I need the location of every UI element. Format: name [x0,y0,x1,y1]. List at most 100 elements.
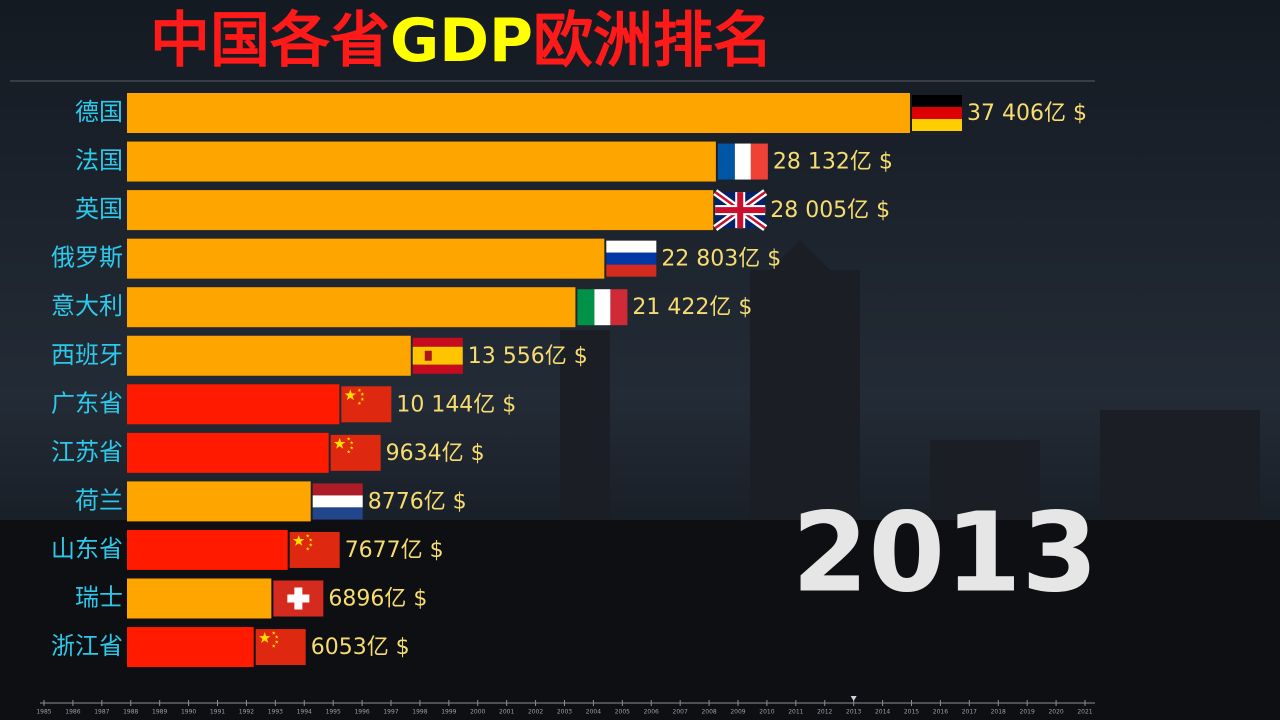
flag-part [717,143,735,180]
flag [289,531,340,568]
flag-part [357,388,362,392]
flag-part [349,440,354,445]
flag [255,629,306,666]
flag [577,289,628,326]
timeline-label: 2001 [499,709,514,716]
timeline-label: 1988 [123,709,138,716]
timeline-label: 1993 [268,709,283,716]
timeline-label: 2018 [991,709,1006,716]
timeline-label: 1997 [383,709,398,716]
timeline-label: 2002 [528,709,543,716]
category-label: 俄罗斯 [51,244,123,272]
flag-part [287,594,310,603]
flag [606,240,657,277]
timeline-label: 1989 [152,709,167,716]
flag-part [912,119,962,131]
value-label: 9634亿 $ [386,441,485,466]
year-label: 2013 [792,488,1098,616]
flag [341,386,392,423]
flag-part [312,495,363,508]
flag-part [594,289,611,326]
timeline-label: 2000 [470,709,485,716]
value-label: 7677亿 $ [345,538,444,563]
title-part: GDP [390,6,533,76]
flag-part [330,434,381,471]
value-label: 8776亿 $ [368,489,467,514]
category-label: 荷兰 [75,486,123,514]
flag [912,95,962,131]
bar [127,93,910,133]
category-label: 法国 [75,147,123,175]
category-label: 浙江省 [51,632,123,660]
flag-part [715,207,766,214]
timeline-label: 1995 [326,709,341,716]
flag-part [346,449,351,454]
chart-title: 中国各省GDP欧洲排名 [150,6,773,76]
flag-part [255,629,306,666]
bar [127,627,254,668]
flag [717,143,768,180]
timeline-label: 1999 [441,709,456,716]
category-label: 英国 [75,195,123,223]
flag-part [341,386,392,423]
flag-part [734,143,751,180]
timeline-label: 2015 [904,709,919,716]
bar [127,529,288,570]
category-label: 西班牙 [51,341,123,369]
flag-part [308,537,313,542]
flag-part [292,534,305,546]
value-label: 22 803亿 $ [661,247,781,272]
timeline-label: 2011 [788,709,803,716]
flag-part [289,531,340,568]
timeline-marker [850,696,857,701]
timeline-label: 1991 [210,709,225,716]
timeline-label: 2005 [615,709,630,716]
flag-part [308,542,313,547]
timeline-label: 1994 [297,709,312,716]
category-label: 山东省 [51,535,123,563]
value-label: 6896亿 $ [328,587,427,612]
flag-part [346,436,351,441]
category-label: 意大利 [51,292,123,320]
value-label: 13 556亿 $ [468,344,588,369]
value-label: 28 132亿 $ [773,150,893,175]
timeline-label: 2013 [846,709,861,716]
timeline-label: 2009 [730,709,745,716]
timeline-label: 2006 [644,709,659,716]
bar [127,432,329,473]
flag [713,189,768,231]
value-label: 21 422亿 $ [632,295,752,320]
timeline-label: 1996 [354,709,369,716]
flag-part [344,389,357,401]
flag-part [412,364,463,374]
bar [127,190,714,231]
value-label: 10 144亿 $ [396,392,516,417]
bar [127,578,272,619]
category-label: 瑞士 [75,584,123,612]
timeline-label: 1986 [65,709,80,716]
category-label: 广东省 [51,389,123,417]
timeline-label: 1998 [412,709,427,716]
timeline-label: 2003 [557,709,572,716]
timeline-label: 1985 [36,709,51,716]
category-label: 江苏省 [51,438,123,466]
flag-part [274,640,279,644]
timeline-label: 2020 [1048,709,1063,716]
flag-part [577,289,595,326]
flag [312,483,363,520]
value-label: 37 406亿 $ [967,101,1087,126]
timeline-label: 2019 [1020,709,1035,716]
timeline-label: 1992 [239,709,254,716]
category-label: 德国 [75,98,123,126]
title-part: 中国各省 [150,6,390,76]
flag-part [412,346,463,365]
timeline-label: 2007 [673,709,688,716]
flag [330,434,381,471]
flag-part [258,632,271,643]
flag-part [333,437,346,449]
flag-part [412,337,463,347]
timeline-label: 2008 [701,709,716,716]
flag-part [305,533,310,538]
